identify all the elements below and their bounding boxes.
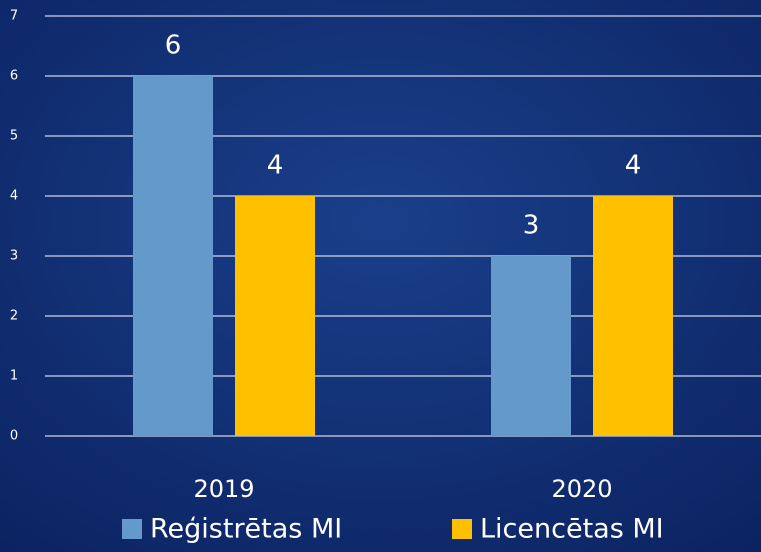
legend-label: Licencētas MI — [480, 514, 664, 545]
y-tick-label: 6 — [10, 69, 18, 84]
y-tick-label: 1 — [10, 369, 18, 384]
data-label: 4 — [267, 151, 284, 181]
y-tick-label: 0 — [10, 429, 18, 444]
y-tick-label: 3 — [10, 249, 18, 264]
y-tick-label: 2 — [10, 309, 18, 324]
bar — [491, 256, 571, 436]
y-tick-label: 4 — [10, 189, 18, 204]
bar — [133, 76, 213, 436]
data-label: 6 — [165, 31, 182, 61]
bar — [593, 196, 673, 436]
x-tick-label: 2019 — [193, 475, 254, 503]
legend-swatch — [452, 519, 472, 539]
x-tick-label: 2020 — [551, 475, 612, 503]
legend-swatch — [122, 519, 142, 539]
data-label: 4 — [625, 151, 642, 181]
bar — [235, 196, 315, 436]
legend-label: Reģistrētas MI — [150, 514, 342, 545]
y-tick-label: 5 — [10, 129, 18, 144]
y-tick-label: 7 — [10, 9, 18, 24]
data-label: 3 — [523, 211, 540, 241]
